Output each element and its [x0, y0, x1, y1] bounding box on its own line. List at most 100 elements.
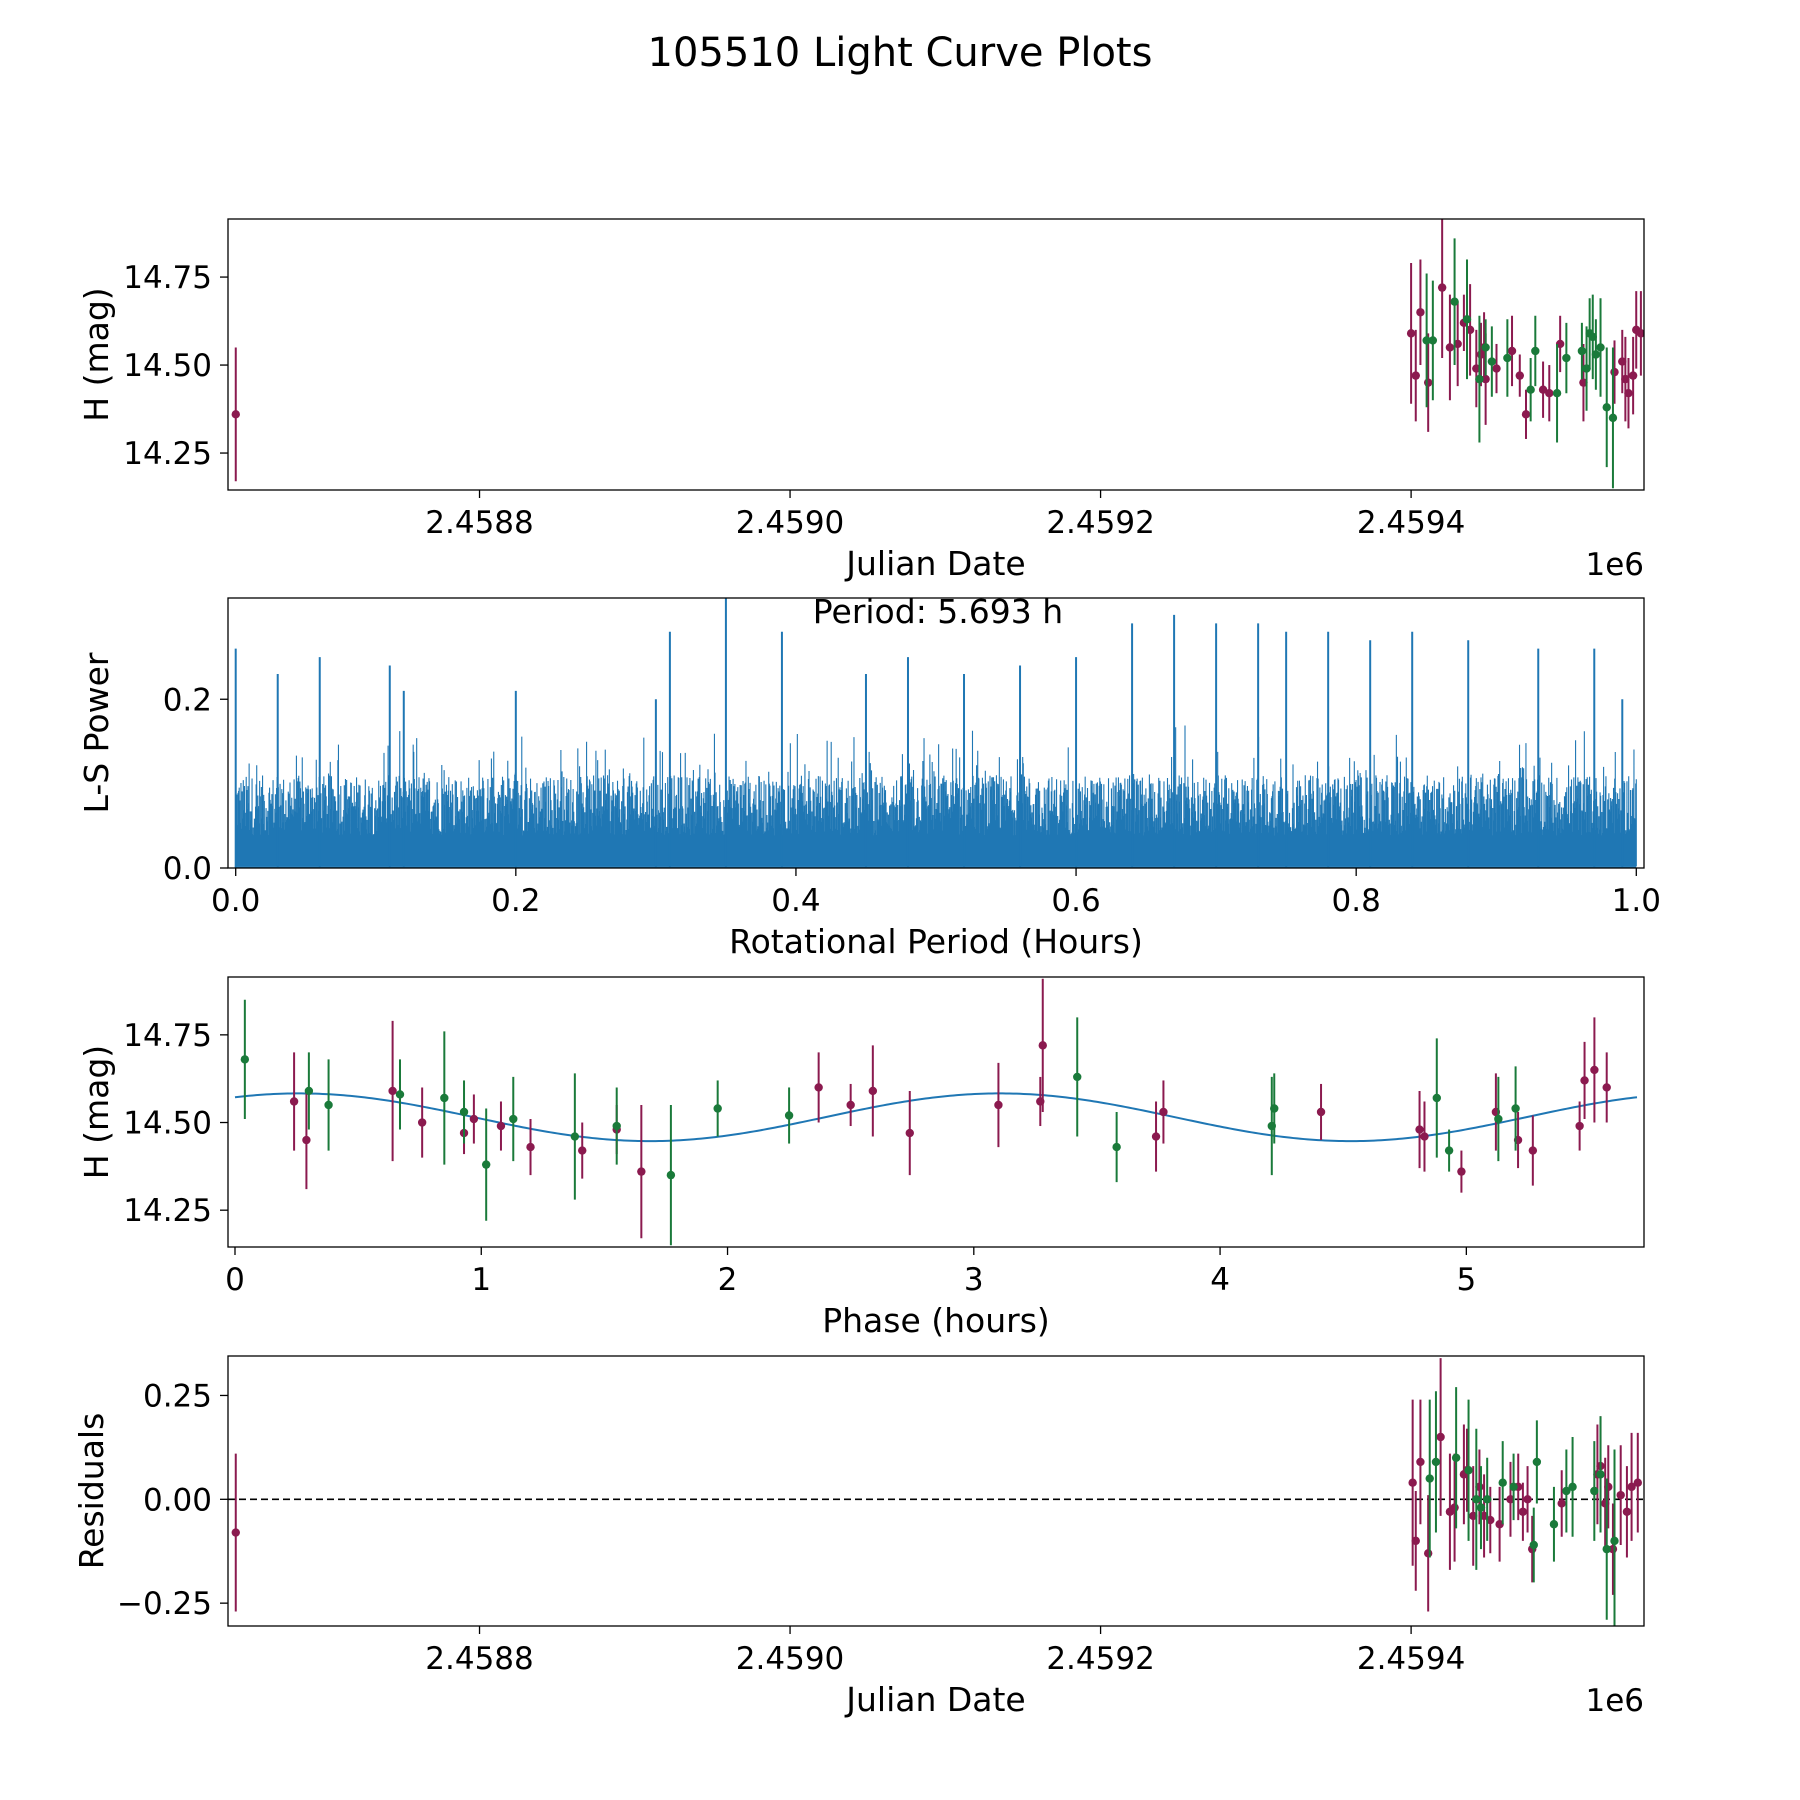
- phased-panel: 0 1 2 3 4 5 14.25 14.50 14.75 Phase (hours) H (mag…: [77, 976, 1645, 1340]
- y-tick-label: 14.50: [123, 348, 212, 384]
- data-point: [1602, 1083, 1611, 1092]
- data-point: [1557, 1499, 1566, 1508]
- y-tick-label: 14.25: [123, 436, 212, 472]
- data-point: [1518, 1507, 1528, 1516]
- data-point: [1552, 389, 1562, 398]
- data-point: [1423, 378, 1433, 387]
- data-point: [1582, 364, 1591, 373]
- plot-frame: [227, 218, 1645, 491]
- data-point: [1422, 336, 1431, 345]
- data-point: [395, 1090, 405, 1099]
- data-point: [1487, 357, 1497, 366]
- y-axis-label: Residuals: [72, 1413, 111, 1570]
- data-point: [1453, 339, 1462, 349]
- data-point: [1562, 1486, 1571, 1496]
- y-axis-label: L-S Power: [77, 652, 116, 813]
- data-point: [1444, 1146, 1454, 1155]
- x-tick-label: 4: [1210, 1262, 1230, 1298]
- data-point: [1159, 1107, 1168, 1117]
- data-point: [612, 1121, 621, 1131]
- plot-frame: [227, 597, 1645, 869]
- data-point: [1621, 374, 1630, 384]
- data-point: [1618, 357, 1627, 366]
- y-tick-label: 14.75: [123, 260, 212, 296]
- x-axis-label: Julian Date: [844, 544, 1026, 583]
- data-point: [1492, 364, 1501, 373]
- data-point: [469, 1114, 479, 1124]
- data-point: [1482, 1495, 1492, 1504]
- data-point: [1270, 1104, 1279, 1113]
- data-point: [1624, 389, 1633, 398]
- data-point: [868, 1086, 878, 1096]
- data-point: [526, 1142, 535, 1152]
- data-point: [1416, 308, 1425, 317]
- data-point: [1495, 1520, 1504, 1529]
- x-tick-label: 1.0: [1612, 883, 1661, 919]
- data-point: [231, 1528, 240, 1537]
- data-point: [1416, 1457, 1425, 1467]
- data-point: [289, 1097, 299, 1106]
- data-point: [1450, 297, 1459, 306]
- x-axis-label: Julian Date: [844, 1680, 1026, 1719]
- data-point: [1596, 343, 1605, 352]
- x-tick-label: 1: [471, 1262, 491, 1298]
- data-point: [1465, 325, 1475, 335]
- data-point: [496, 1121, 506, 1131]
- x-tick-label: 2.4588: [425, 1641, 533, 1677]
- data-point: [1575, 1121, 1584, 1131]
- data-point: [1316, 1107, 1326, 1117]
- data-point: [1636, 329, 1644, 338]
- y-tick-label: 14.25: [123, 1193, 212, 1229]
- data-point: [1549, 1520, 1559, 1529]
- data-point: [1073, 1072, 1082, 1082]
- data-point: [1498, 1478, 1507, 1487]
- data-point: [1432, 1093, 1441, 1103]
- data-point: [1507, 346, 1517, 356]
- x-tick-label: 0.2: [491, 883, 540, 919]
- data-point: [1472, 364, 1481, 373]
- data-point: [1486, 1515, 1495, 1525]
- x-tick-label: 2.4594: [1357, 505, 1465, 541]
- data-point: [417, 1118, 427, 1127]
- periodogram-line: [235, 725, 1637, 867]
- data-point: [1462, 315, 1472, 324]
- data-point: [1526, 385, 1535, 394]
- x-axis-label: Phase (hours): [822, 1301, 1050, 1340]
- x-tick-label: 2.4594: [1357, 1641, 1465, 1677]
- data-point: [1628, 371, 1638, 380]
- x-tick-label: 2.4588: [425, 505, 533, 541]
- data-point: [1464, 1466, 1473, 1475]
- data-point: [1515, 371, 1524, 380]
- data-point: [1506, 1495, 1515, 1504]
- data-point: [1423, 1549, 1433, 1558]
- y-tick-label: 0.00: [143, 1482, 212, 1518]
- data-point: [1616, 1490, 1625, 1500]
- data-point: [578, 1146, 587, 1155]
- data-point: [1445, 343, 1455, 352]
- data-point: [1437, 283, 1447, 292]
- data-point: [1529, 1540, 1538, 1550]
- x-tick-label: 2.4590: [736, 1641, 844, 1677]
- data-point: [1415, 1125, 1424, 1134]
- data-point: [1568, 1482, 1577, 1492]
- data-point: [1602, 403, 1611, 412]
- data-point: [1596, 1470, 1605, 1479]
- x-tick-label: 2.4592: [1046, 1641, 1154, 1677]
- data-point: [1545, 389, 1554, 398]
- data-point: [1590, 1065, 1599, 1075]
- data-point: [1476, 1503, 1486, 1512]
- periodogram-panel: 0.0 0.2 0.4 0.6 0.8 1.0 0.0 0.2 Rotational Perio…: [77, 592, 1661, 961]
- data-point: [1555, 339, 1565, 349]
- data-point: [1579, 378, 1588, 387]
- data-point: [1472, 1495, 1481, 1504]
- data-point: [814, 1083, 823, 1092]
- y-tick-label: 0.2: [163, 682, 212, 718]
- data-point: [905, 1128, 914, 1138]
- data-point: [1608, 413, 1618, 423]
- data-point: [846, 1100, 855, 1110]
- x-tick-label: 2.4592: [1046, 505, 1154, 541]
- data-point: [1431, 1457, 1441, 1467]
- x-axis-label: Rotational Period (Hours): [729, 922, 1143, 961]
- data-point: [481, 1160, 491, 1169]
- x-tick-label: 0.6: [1051, 883, 1100, 919]
